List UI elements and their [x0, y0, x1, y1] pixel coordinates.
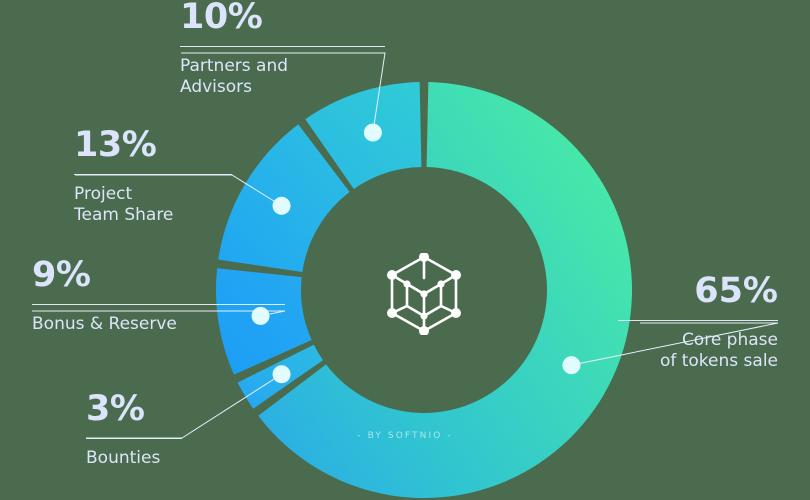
callout-rule — [74, 174, 232, 175]
callout-core-phase-of-tokens-sale[interactable]: 65% Core phase of tokens sale — [618, 274, 778, 373]
slice-marker-bounties[interactable] — [272, 365, 291, 384]
callout-rule — [618, 320, 778, 321]
leader-dots — [251, 123, 581, 384]
callout-bonus-and-reserve[interactable]: 9% Bonus & Reserve — [32, 258, 285, 335]
donut-slice-core[interactable] — [258, 82, 633, 498]
callout-bounties[interactable]: 3% Bounties — [86, 392, 182, 469]
callout-rule — [32, 304, 285, 305]
slice-marker-team[interactable] — [272, 196, 291, 215]
callout-percent: 10% — [180, 0, 263, 37]
slice-marker-partners[interactable] — [363, 123, 382, 142]
callout-label: Partners and Advisors — [180, 56, 289, 98]
callout-percent: 3% — [86, 389, 145, 429]
callout-percent: 9% — [32, 255, 91, 295]
leader-line-partners — [181, 52, 386, 133]
hex-cube-network-icon — [386, 252, 462, 336]
callout-rule — [180, 46, 385, 47]
slice-marker-bonus[interactable] — [251, 306, 270, 325]
callout-label: Project Team Share — [74, 184, 174, 226]
callout-partners-and-advisors[interactable]: 10% Partners and Advisors — [180, 0, 385, 99]
callout-percent: 65% — [694, 271, 778, 311]
callout-project-team-share[interactable]: 13% Project Team Share — [74, 128, 232, 227]
callout-rule — [86, 438, 182, 439]
callout-percent: 13% — [74, 125, 157, 165]
callout-label: Core phase of tokens sale — [659, 330, 778, 372]
callout-label: Bonus & Reserve — [32, 314, 177, 334]
callout-label: Bounties — [86, 448, 161, 468]
slice-marker-core[interactable] — [562, 356, 581, 375]
donut-slice-partners[interactable] — [305, 82, 422, 189]
leader-line-core — [571, 322, 779, 366]
leader-line-team — [75, 174, 282, 207]
